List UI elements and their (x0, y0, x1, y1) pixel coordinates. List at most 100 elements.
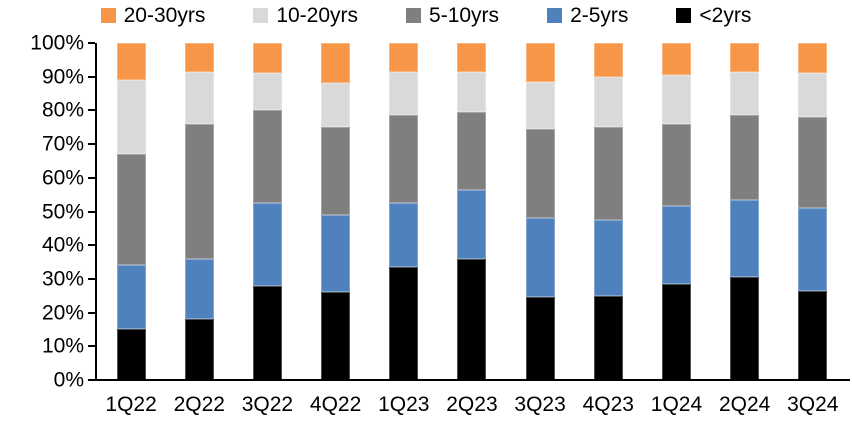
y-axis-line (95, 43, 97, 380)
bar-segment-20-30yrs (457, 43, 487, 72)
x-axis-label-1Q22: 1Q22 (105, 393, 157, 416)
bar-segment-<2yrs (389, 267, 419, 380)
bar-segment-<2yrs (661, 283, 691, 380)
bar-segment-10-20yrs (116, 80, 146, 155)
y-axis-tick-label: 40% (41, 233, 84, 257)
bar-segment-5-10yrs (798, 117, 828, 209)
legend-label: <2yrs (699, 4, 752, 27)
bar-segment-2-5yrs (252, 203, 282, 286)
bar-segment-5-10yrs (730, 115, 760, 200)
bar-segment-2-5yrs (184, 258, 214, 320)
x-axis-line (89, 379, 850, 381)
bar-segment-2-5yrs (730, 199, 760, 278)
x-axis-label-1Q23: 1Q23 (378, 393, 430, 416)
bar-segment-5-10yrs (321, 127, 351, 215)
bar-segment-2-5yrs (525, 218, 555, 298)
bar-segment-10-20yrs (252, 73, 282, 111)
bar-3Q24 (798, 43, 828, 380)
y-axis-tick (88, 311, 95, 314)
bar-segment-<2yrs (525, 297, 555, 380)
legend-label: 10-20yrs (276, 4, 359, 27)
y-axis-tick (88, 143, 95, 146)
bar-1Q24 (661, 43, 691, 380)
legend-swatch-icon (676, 8, 692, 23)
x-axis-labels: 1Q22 2Q22 3Q22 4Q22 1Q23 2Q23 3Q23 4Q23 1Q24 2Q24… (97, 392, 847, 417)
bar-segment-2-5yrs (593, 219, 623, 296)
legend-swatch-icon (253, 8, 269, 23)
bar-segment-<2yrs (252, 285, 282, 380)
bar-segment-5-10yrs (184, 123, 214, 259)
bar-segment-5-10yrs (661, 123, 691, 207)
x-axis-label-2Q23: 2Q23 (446, 393, 498, 416)
x-axis-label-4Q23: 4Q23 (582, 393, 634, 416)
bar-2Q22 (184, 43, 214, 380)
bar-segment-<2yrs (593, 295, 623, 380)
bar-segment-2-5yrs (457, 189, 487, 259)
x-axis-label-3Q22: 3Q22 (241, 393, 294, 416)
y-axis-tick (88, 109, 95, 112)
legend-swatch-icon (406, 8, 422, 23)
y-axis-tick-label: 90% (41, 65, 84, 89)
bar-segment-2-5yrs (389, 203, 419, 268)
x-axis-label-2Q24: 2Q24 (718, 393, 771, 416)
legend-item-<2yrs: <2yrs (676, 5, 751, 26)
bar-4Q22 (321, 43, 351, 380)
x-axis-label-3Q23: 3Q23 (514, 393, 566, 416)
bar-segment-10-20yrs (798, 73, 828, 118)
bar-segment-20-30yrs (252, 43, 282, 74)
y-axis-tick (88, 277, 95, 280)
y-axis-tick (88, 176, 95, 179)
y-axis-tick (88, 244, 95, 247)
bar-segment-10-20yrs (593, 76, 623, 128)
bar-segment-<2yrs (184, 319, 214, 380)
bar-segment-20-30yrs (116, 43, 146, 81)
bar-segment-20-30yrs (321, 43, 351, 84)
x-axis-label-4Q22: 4Q22 (309, 393, 362, 416)
y-axis-tick-label: 80% (41, 98, 84, 122)
legend: 20-30yrs 10-20yrs 5-10yrs 2-5yrs <2yrs (0, 5, 852, 26)
x-axis-label-2Q22: 2Q22 (173, 393, 225, 416)
bar-segment-<2yrs (116, 329, 146, 380)
plot-area: 0% 10% 20% 30% 40% 50% 60% 70% 80% 90% 100% (30, 33, 847, 391)
bar-segment-20-30yrs (798, 43, 828, 74)
x-axis-label-1Q24: 1Q24 (650, 393, 703, 416)
bar-1Q23 (389, 43, 419, 380)
legend-label: 5-10yrs (429, 4, 500, 27)
y-axis-tick-label: 50% (41, 200, 84, 223)
y-axis-tick (88, 210, 95, 213)
bar-segment-10-20yrs (184, 71, 214, 124)
bar-segment-10-20yrs (321, 83, 351, 128)
bar-segment-20-30yrs (525, 43, 555, 82)
bar-segment-20-30yrs (593, 43, 623, 77)
bar-segment-10-20yrs (661, 75, 691, 124)
bar-segment-10-20yrs (389, 71, 419, 116)
legend-label: 20-30yrs (123, 4, 206, 27)
y-axis-tick-label: 30% (41, 267, 84, 291)
bar-2Q23 (457, 43, 487, 380)
bar-segment-5-10yrs (252, 110, 282, 204)
bar-segment-<2yrs (730, 277, 760, 380)
bar-segment-2-5yrs (798, 208, 828, 291)
bar-segment-<2yrs (321, 292, 351, 380)
bars (97, 43, 847, 380)
bar-segment-<2yrs (798, 290, 828, 380)
legend-label: 2-5yrs (570, 4, 629, 27)
bar-4Q23 (593, 43, 623, 380)
bar-3Q23 (525, 43, 555, 380)
bar-1Q22 (116, 43, 146, 380)
bar-segment-5-10yrs (457, 112, 487, 190)
bar-segment-20-30yrs (389, 43, 419, 72)
y-axis-tick-label: 20% (41, 301, 84, 325)
y-axis-tick-label: 100% (30, 31, 84, 55)
bar-segment-<2yrs (457, 258, 487, 380)
y-axis-tick (88, 345, 95, 348)
y-axis-tick (88, 75, 95, 78)
legend-item-10-20yrs: 10-20yrs (253, 5, 358, 26)
legend-swatch-icon (100, 8, 116, 23)
bar-segment-2-5yrs (661, 206, 691, 284)
y-axis-tick-label: 0% (53, 368, 84, 392)
bar-segment-5-10yrs (593, 127, 623, 220)
bar-segment-2-5yrs (116, 265, 146, 330)
bar-segment-20-30yrs (661, 43, 691, 76)
